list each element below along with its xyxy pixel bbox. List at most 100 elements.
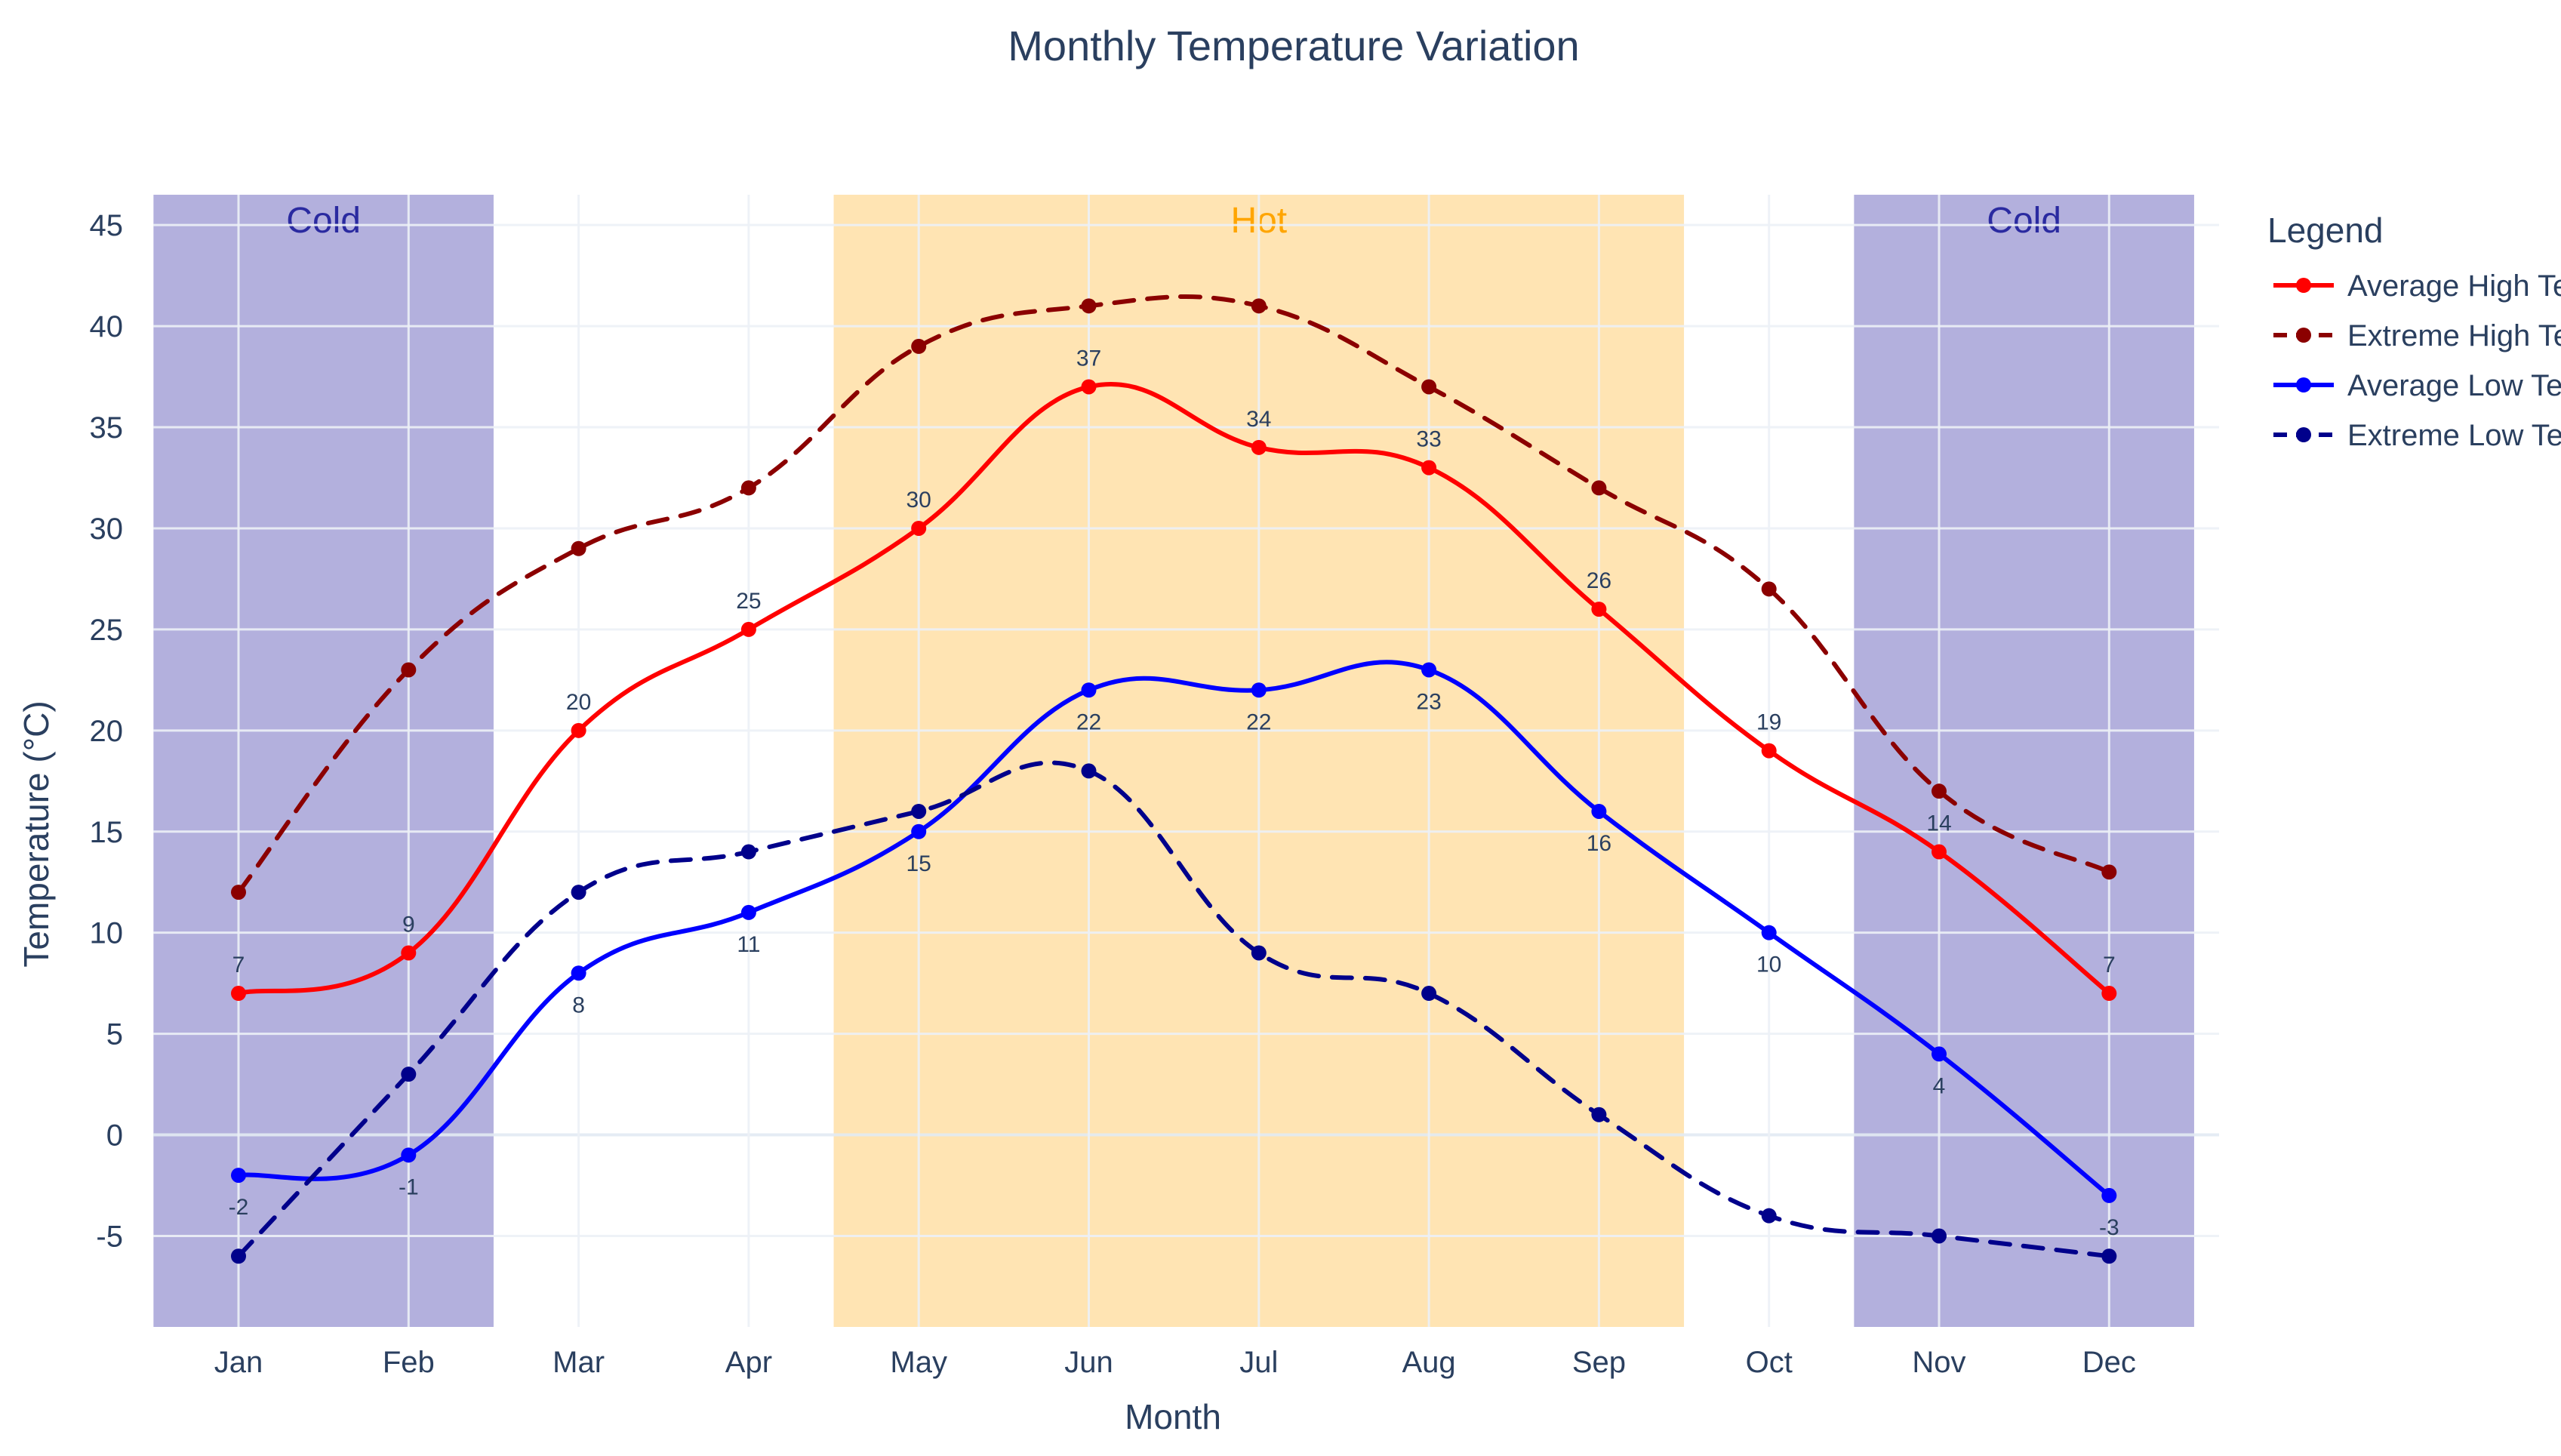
series-point-1 xyxy=(571,540,586,556)
series-point-0 xyxy=(911,520,927,536)
series-point-0 xyxy=(1081,379,1097,395)
data-label-2: 8 xyxy=(572,993,585,1017)
series-point-0 xyxy=(231,986,246,1002)
data-label-0: 9 xyxy=(402,912,415,937)
x-axis-title: Month xyxy=(1125,1397,1221,1436)
data-label-2: 23 xyxy=(1416,689,1441,714)
x-tick-label: Apr xyxy=(725,1346,772,1379)
legend-label: Extreme High Ter xyxy=(2347,319,2561,352)
series-point-0 xyxy=(401,945,417,961)
series-point-0 xyxy=(1251,439,1267,455)
data-label-0: 37 xyxy=(1076,346,1101,371)
series-point-0 xyxy=(740,621,756,637)
series-point-0 xyxy=(1421,460,1437,476)
data-label-2: 11 xyxy=(737,932,760,957)
data-label-2: 10 xyxy=(1756,953,1781,977)
series-point-2 xyxy=(911,823,927,839)
series-point-2 xyxy=(740,904,756,920)
series-point-3 xyxy=(231,1248,246,1264)
series-point-1 xyxy=(1761,581,1777,597)
axes: -5 0 5 10 15 20 25 30 35 40 45 Jan Feb Mar Apr May Jun Ju… xyxy=(90,209,2136,1379)
data-label-0: 33 xyxy=(1416,427,1441,452)
data-label-0: 19 xyxy=(1756,710,1781,735)
series-lines xyxy=(231,294,2117,1264)
series-point-1 xyxy=(231,885,246,900)
season-bands: Cold Hot Cold xyxy=(153,195,2194,1327)
data-label-2: 22 xyxy=(1246,710,1271,734)
data-label-0: 25 xyxy=(736,589,761,614)
series-point-1 xyxy=(1421,379,1437,395)
series-point-2 xyxy=(1932,1046,1947,1062)
legend: Legend Average High Ten Extreme High Ter A… xyxy=(2267,211,2561,452)
data-label-2: -1 xyxy=(399,1174,419,1199)
series-point-1 xyxy=(1591,480,1607,496)
series-point-1 xyxy=(1081,298,1097,314)
legend-swatch-marker xyxy=(2296,278,2311,293)
series-point-0 xyxy=(1591,602,1607,617)
series-point-1 xyxy=(1932,783,1947,799)
series-point-2 xyxy=(231,1168,246,1184)
x-tick-label: Nov xyxy=(1912,1346,1965,1379)
data-label-2: 22 xyxy=(1076,710,1101,734)
series-point-2 xyxy=(401,1147,417,1163)
series-point-1 xyxy=(911,338,927,354)
y-tick-label: 10 xyxy=(90,917,124,950)
data-label-0: 34 xyxy=(1246,407,1271,432)
legend-swatch-marker xyxy=(2296,427,2311,442)
series-point-1 xyxy=(740,480,756,496)
series-line-2 xyxy=(236,660,2112,1198)
band-cold xyxy=(153,195,494,1327)
series-point-3 xyxy=(1081,763,1097,779)
series-point-2 xyxy=(1081,682,1097,698)
data-label-2: 4 xyxy=(1933,1073,1946,1098)
series-point-3 xyxy=(740,844,756,860)
x-tick-label: Jan xyxy=(214,1346,263,1379)
series-point-1 xyxy=(401,662,417,678)
series-point-3 xyxy=(401,1067,417,1082)
legend-label: Extreme Low Tem xyxy=(2347,419,2561,452)
x-tick-label: Dec xyxy=(2082,1346,2136,1379)
series-line-1 xyxy=(236,294,2112,895)
y-tick-label: 25 xyxy=(90,614,124,647)
series-point-2 xyxy=(2101,1187,2117,1203)
y-axis-title: Temperature (°C) xyxy=(17,700,56,967)
x-tick-label: Oct xyxy=(1746,1346,1793,1379)
series-point-0 xyxy=(2101,986,2117,1002)
data-label-0: 26 xyxy=(1587,568,1611,593)
x-tick-label: Jul xyxy=(1239,1346,1278,1379)
data-label-0: 30 xyxy=(907,488,931,513)
y-tick-label: 5 xyxy=(106,1018,123,1051)
data-label-0: 14 xyxy=(1926,811,1951,836)
x-tick-label: Feb xyxy=(383,1346,435,1379)
x-tick-label: Sep xyxy=(1572,1346,1626,1379)
x-tick-label: Mar xyxy=(553,1346,605,1379)
series-point-3 xyxy=(1421,986,1437,1002)
y-tick-label: 20 xyxy=(90,715,124,748)
data-label-2: 15 xyxy=(907,851,931,876)
y-tick-label: 0 xyxy=(106,1119,123,1153)
band-label-cold: Cold xyxy=(1987,201,2061,241)
series-point-2 xyxy=(1421,662,1437,678)
y-tick-label: 15 xyxy=(90,816,124,849)
series-line-0 xyxy=(236,381,2112,996)
x-tick-label: Aug xyxy=(1402,1346,1456,1379)
y-tick-label: 45 xyxy=(90,209,124,242)
band-cold xyxy=(1854,195,2194,1327)
series-point-2 xyxy=(1591,803,1607,819)
series-point-3 xyxy=(911,803,927,819)
legend-swatch-marker xyxy=(2296,328,2311,343)
series-point-3 xyxy=(1591,1107,1607,1122)
grid-lines xyxy=(153,195,2219,1327)
data-label-0: 7 xyxy=(232,953,245,977)
y-tick-label: 40 xyxy=(90,310,124,343)
chart-title: Monthly Temperature Variation xyxy=(1008,22,1579,69)
x-tick-label: Jun xyxy=(1064,1346,1113,1379)
legend-title: Legend xyxy=(2267,211,2384,250)
y-tick-label: 35 xyxy=(90,411,124,445)
series-point-3 xyxy=(1932,1228,1947,1244)
data-labels: 7 9 20 25 30 37 34 33 26 19 14 7 -2 -1 8 11 15 22 22 23 16 10… xyxy=(229,346,2119,1239)
band-label-cold: Cold xyxy=(286,201,361,241)
legend-label: Average Low Tem xyxy=(2347,369,2561,402)
